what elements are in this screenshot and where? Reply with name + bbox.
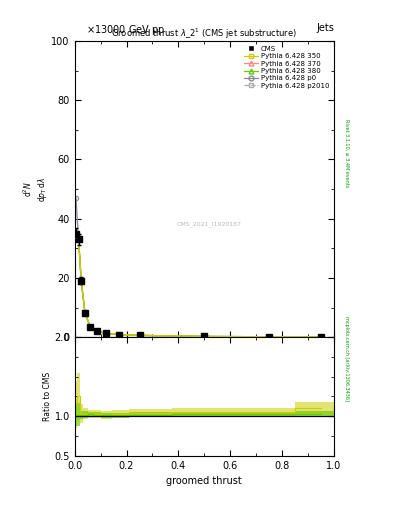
Y-axis label: Ratio to CMS: Ratio to CMS <box>43 372 51 421</box>
Text: $\times$13000 GeV pp: $\times$13000 GeV pp <box>86 23 166 37</box>
Text: Rivet 3.1.10, ≥ 3.4M events: Rivet 3.1.10, ≥ 3.4M events <box>344 119 349 188</box>
Legend: CMS, Pythia 6.428 350, Pythia 6.428 370, Pythia 6.428 380, Pythia 6.428 p0, Pyth: CMS, Pythia 6.428 350, Pythia 6.428 370,… <box>242 45 331 90</box>
X-axis label: groomed thrust: groomed thrust <box>167 476 242 486</box>
Title: Groomed thrust $\lambda\_2^1$ (CMS jet substructure): Groomed thrust $\lambda\_2^1$ (CMS jet s… <box>112 27 297 41</box>
Y-axis label: $\mathrm{d}^2 N$
$\mathrm{d}p_\mathrm{T}\,\mathrm{d}\lambda$: $\mathrm{d}^2 N$ $\mathrm{d}p_\mathrm{T}… <box>22 177 49 202</box>
Text: mcplots.cern.ch [arXiv:1306.3436]: mcplots.cern.ch [arXiv:1306.3436] <box>344 316 349 401</box>
Text: Jets: Jets <box>316 23 334 33</box>
Text: CMS_2021_I1920187: CMS_2021_I1920187 <box>177 222 242 227</box>
